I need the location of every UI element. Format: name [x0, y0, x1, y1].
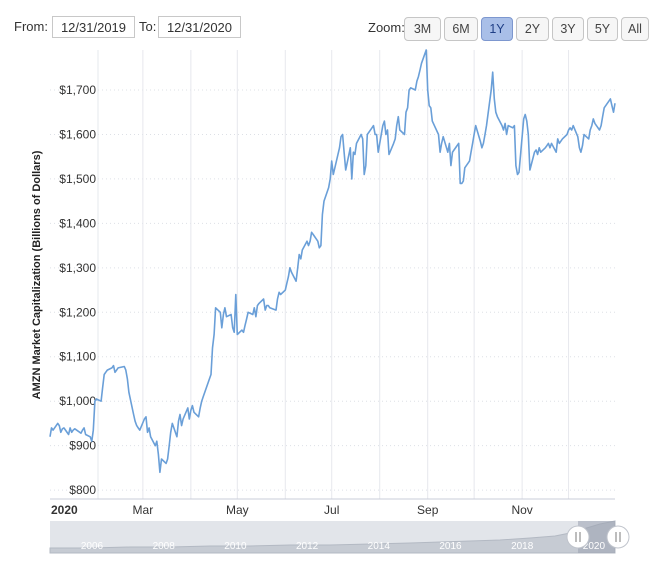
- zoom-2y-button[interactable]: 2Y: [516, 17, 549, 41]
- navigator-year-label: 2008: [153, 541, 176, 552]
- from-date-input[interactable]: [52, 16, 135, 38]
- zoom-3y-button[interactable]: 3Y: [552, 17, 584, 41]
- x-tick-label: Mar: [133, 503, 154, 517]
- gridlines: [50, 50, 615, 499]
- x-tick-label: May: [226, 503, 249, 517]
- navigator-year-label: 2020: [583, 541, 606, 552]
- x-tick-label: Nov: [511, 503, 532, 517]
- y-tick-label: $1,600: [59, 127, 96, 141]
- zoom-label: Zoom:: [368, 20, 405, 35]
- y-tick-label: $1,700: [59, 83, 96, 97]
- zoom-6m-button[interactable]: 6M: [444, 17, 478, 41]
- navigator-year-label: 2012: [296, 541, 319, 552]
- to-label: To:: [139, 19, 157, 34]
- navigator-year-label: 2016: [439, 541, 462, 552]
- y-tick-label: $1,000: [59, 394, 96, 408]
- navigator-year-label: 2014: [368, 541, 391, 552]
- zoom-1y-button[interactable]: 1Y: [481, 17, 513, 41]
- x-tick-label: Jul: [324, 503, 339, 517]
- x-axis-ticks: 2020 Mar May Jul Sep Nov: [51, 503, 533, 517]
- y-tick-label: $1,300: [59, 261, 96, 275]
- y-tick-label: $900: [69, 439, 96, 453]
- y-tick-label: $1,400: [59, 216, 96, 230]
- navigator-left-handle[interactable]: [566, 525, 590, 549]
- navigator[interactable]: 2006 2008 2010 2012 2014 2016 2018 2020: [49, 520, 630, 554]
- zoom-5y-button[interactable]: 5Y: [587, 17, 618, 41]
- navigator-year-label: 2018: [511, 541, 534, 552]
- y-tick-label: $1,100: [59, 350, 96, 364]
- x-tick-label: 2020: [51, 503, 78, 517]
- zoom-all-button[interactable]: All: [621, 17, 649, 41]
- navigator-right-handle[interactable]: [606, 525, 630, 549]
- zoom-3m-button[interactable]: 3M: [404, 17, 441, 41]
- navigator-year-labels: 2006 2008 2010 2012 2014 2016 2018 2020: [81, 541, 606, 552]
- y-axis-title: AMZN Market Capitalization (Billions of …: [31, 150, 43, 399]
- y-tick-label: $1,500: [59, 172, 96, 186]
- y-tick-label: $800: [69, 483, 96, 497]
- market-cap-line: [49, 49, 616, 474]
- y-tick-label: $1,200: [59, 305, 96, 319]
- from-label: From:: [14, 19, 48, 34]
- y-axis-ticks: $800 $900 $1,000 $1,100 $1,200 $1,300 $1,400 $1…: [59, 83, 96, 497]
- navigator-year-label: 2006: [81, 541, 104, 552]
- to-date-input[interactable]: [158, 16, 241, 38]
- navigator-year-label: 2010: [224, 541, 247, 552]
- x-tick-label: Sep: [417, 503, 439, 517]
